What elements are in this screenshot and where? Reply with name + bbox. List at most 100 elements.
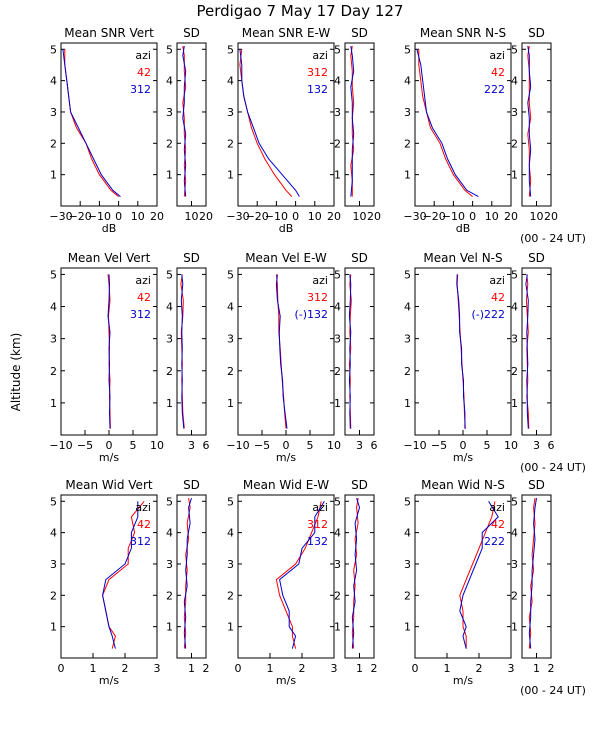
y-tick-label: 4 (334, 75, 341, 88)
x-tick-label: 0 (115, 210, 122, 223)
series-line-first (239, 49, 293, 197)
y-tick-label: 2 (404, 589, 411, 602)
legend-entry: 132 (307, 83, 328, 96)
y-tick-label: 3 (404, 333, 411, 346)
x-tick-label: 10 (131, 210, 145, 223)
y-tick-label: 4 (511, 527, 518, 540)
x-tick-label: 6 (548, 439, 555, 452)
figure-title: Perdigao 7 May 17 Day 127 (197, 2, 404, 20)
panel-frame (176, 267, 207, 436)
panel-frame (176, 42, 207, 207)
y-tick-label: 3 (334, 106, 341, 119)
y-tick-label: 5 (50, 268, 57, 281)
x-tick-label: 0 (58, 662, 65, 675)
y-tick-label: 3 (511, 333, 518, 346)
x-tick-label: 10 (485, 210, 499, 223)
legend-entry: 312 (130, 535, 151, 548)
y-tick-label: 1 (166, 621, 173, 634)
y-tick-label: 5 (404, 268, 411, 281)
series-line-second (350, 46, 355, 197)
x-tick-label: −30 (403, 210, 426, 223)
y-tick-label: 5 (166, 268, 173, 281)
panel-title: Mean Wid Vert (65, 478, 152, 492)
x-tick-label: −10 (403, 439, 426, 452)
legend-header: azi (135, 501, 151, 514)
x-tick-label: −20 (69, 210, 92, 223)
y-tick-label: 3 (227, 106, 234, 119)
series-line-second (180, 274, 185, 429)
series-line-second (62, 49, 121, 197)
legend-entry: 132 (307, 535, 328, 548)
y-tick-label: 2 (227, 365, 234, 378)
y-tick-label: 5 (334, 268, 341, 281)
y-tick-label: 1 (511, 397, 518, 410)
legend-header: azi (489, 501, 505, 514)
x-tick-label: −30 (49, 210, 72, 223)
x-tick-label: 3 (508, 662, 515, 675)
panel-frame (237, 494, 335, 659)
series-line-second (102, 501, 139, 649)
panel-frame (60, 494, 158, 659)
panel-0-3: SD 1 2 3 4 5 10 20 (334, 26, 381, 223)
legend-entry: 312 (307, 291, 328, 304)
panel-title: Mean SNR E-W (242, 26, 331, 40)
x-tick-label: 10 (185, 210, 199, 223)
y-tick-label: 5 (334, 495, 341, 508)
panel-title: Mean SNR Vert (64, 26, 154, 40)
y-tick-label: 3 (166, 558, 173, 571)
x-tick-label: −10 (442, 210, 465, 223)
x-axis-label: dB (279, 222, 294, 235)
x-tick-label: 3 (356, 439, 363, 452)
x-tick-label: −10 (265, 210, 288, 223)
legend-header: azi (135, 274, 151, 287)
x-tick-label: 10 (308, 210, 322, 223)
panel-title: SD (528, 251, 545, 265)
panel-title: SD (351, 478, 368, 492)
series-line-second (456, 274, 466, 429)
panel-frame (521, 42, 552, 207)
y-tick-label: 3 (227, 333, 234, 346)
y-tick-label: 2 (511, 365, 518, 378)
x-tick-label: 1 (533, 662, 540, 675)
y-tick-label: 4 (50, 301, 57, 314)
x-tick-label: 20 (327, 210, 341, 223)
x-tick-label: 5 (484, 439, 491, 452)
y-tick-label: 2 (227, 137, 234, 150)
y-tick-label: 3 (511, 106, 518, 119)
panel-frame (414, 42, 512, 207)
legend-entry: 312 (130, 83, 151, 96)
y-tick-label: 3 (404, 558, 411, 571)
panel-title: SD (183, 26, 200, 40)
series-line-second (275, 274, 288, 429)
series-line-second (528, 498, 537, 649)
x-tick-label: 20 (367, 210, 381, 223)
y-tick-label: 3 (227, 558, 234, 571)
ut-note-row-1: (00 - 24 UT) (520, 232, 586, 245)
y-tick-label: 5 (511, 43, 518, 56)
y-tick-label: 2 (227, 589, 234, 602)
x-tick-label: 2 (476, 662, 483, 675)
series-line-second (279, 501, 325, 649)
y-tick-label: 1 (511, 621, 518, 634)
series-line-first (275, 501, 322, 649)
y-tick-label: 4 (334, 301, 341, 314)
x-tick-label: 3 (188, 439, 195, 452)
panel-title: SD (528, 26, 545, 40)
y-tick-label: 5 (50, 495, 57, 508)
y-tick-label: 1 (334, 397, 341, 410)
panel-frame (521, 267, 552, 436)
panel-title: Mean Wid E-W (243, 478, 329, 492)
y-tick-label: 1 (166, 169, 173, 182)
y-tick-label: 3 (166, 333, 173, 346)
y-tick-label: 1 (227, 621, 234, 634)
y-tick-label: 1 (50, 169, 57, 182)
